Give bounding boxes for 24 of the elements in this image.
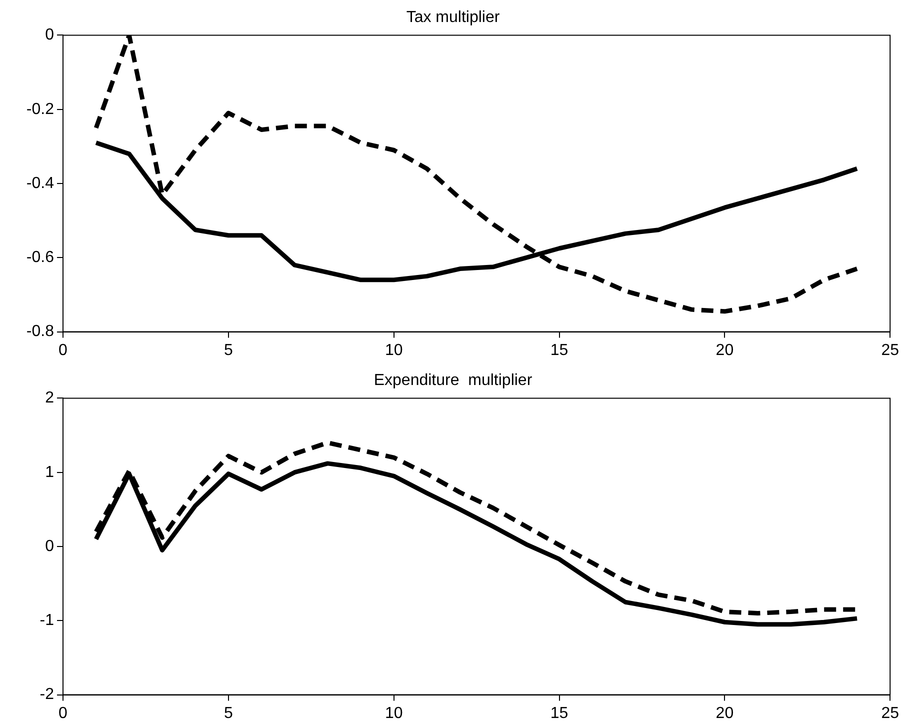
x-tick-label: 10 [384, 704, 403, 722]
y-tick-label: -0.2 [26, 100, 54, 118]
x-tick-label: 15 [550, 704, 568, 722]
x-tick-label: 5 [224, 342, 233, 359]
x-tick-label: 15 [550, 342, 568, 359]
y-tick-label: -1 [40, 612, 54, 630]
x-tick-label: 0 [58, 342, 68, 359]
x-tick-label: 20 [716, 704, 734, 722]
y-tick-label: -0.4 [26, 174, 54, 192]
x-tick-label: 5 [224, 704, 233, 722]
y-tick-label: -0.8 [26, 323, 54, 340]
x-tick-label: 0 [58, 704, 68, 722]
x-tick-label: 20 [716, 342, 734, 359]
y-tick-label: 0 [45, 538, 54, 555]
x-tick-label: 25 [881, 704, 900, 722]
chart-title: Expenditure multiplier [374, 372, 533, 390]
chart-title: Tax multiplier [406, 9, 500, 26]
x-tick-label: 25 [881, 342, 900, 359]
y-tick-label: 2 [45, 390, 54, 407]
y-tick-label: 0 [45, 26, 54, 44]
y-tick-label: 1 [45, 464, 54, 481]
x-tick-label: 10 [384, 342, 403, 359]
y-tick-label: -0.6 [26, 249, 54, 266]
y-tick-label: -2 [40, 686, 54, 704]
